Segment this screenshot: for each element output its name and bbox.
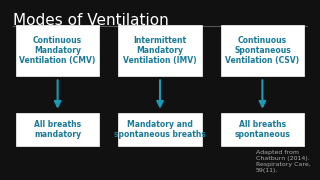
Text: All breaths
mandatory: All breaths mandatory: [34, 120, 81, 139]
Text: Continuous
Mandatory
Ventilation (CMV): Continuous Mandatory Ventilation (CMV): [20, 35, 96, 65]
FancyBboxPatch shape: [221, 113, 304, 146]
FancyBboxPatch shape: [118, 113, 202, 146]
Text: Modes of Ventilation: Modes of Ventilation: [13, 13, 169, 28]
FancyBboxPatch shape: [16, 113, 99, 146]
Text: Adapted from
Chatburn (2014).
Respiratory Care,
59(11).: Adapted from Chatburn (2014). Respirator…: [256, 150, 310, 173]
FancyBboxPatch shape: [221, 25, 304, 76]
Text: Intermittent
Mandatory
Ventilation (IMV): Intermittent Mandatory Ventilation (IMV): [123, 35, 197, 65]
Text: Continuous
Spontaneous
Ventilation (CSV): Continuous Spontaneous Ventilation (CSV): [225, 35, 300, 65]
FancyBboxPatch shape: [16, 25, 99, 76]
Text: Mandatory and
spontaneous breaths: Mandatory and spontaneous breaths: [114, 120, 206, 139]
FancyBboxPatch shape: [118, 25, 202, 76]
Text: All breaths
spontaneous: All breaths spontaneous: [235, 120, 290, 139]
